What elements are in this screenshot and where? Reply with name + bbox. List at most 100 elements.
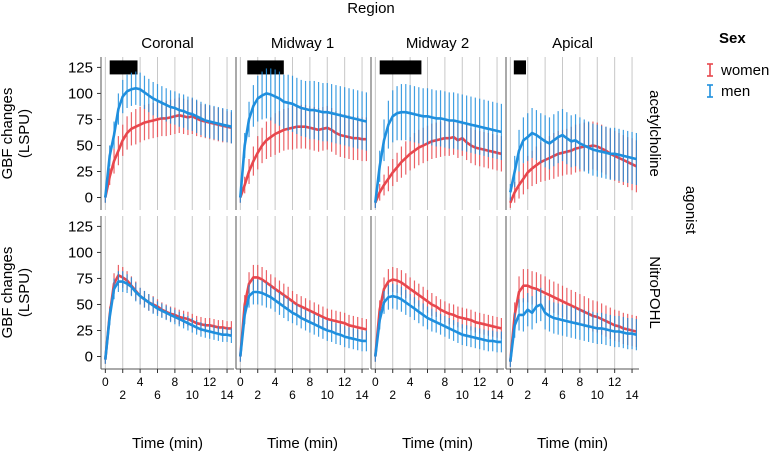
x-tick-label: 12 — [608, 375, 622, 389]
x-tick-label: 10 — [456, 388, 470, 402]
x-tick-label: 4 — [137, 375, 144, 389]
series-men — [374, 84, 502, 208]
x-axis-title: Time (min) — [267, 435, 338, 452]
line-women — [239, 125, 367, 198]
line-women — [239, 276, 367, 357]
x-axis-coronal: 0 4 8 12 2 6 10 14 Time (min) — [101, 368, 234, 452]
line-women — [374, 278, 502, 357]
line-men — [509, 303, 637, 362]
series-men — [104, 271, 232, 364]
x-tick-label: 8 — [442, 375, 449, 389]
stimulus-bar — [379, 60, 422, 75]
series-men — [509, 108, 637, 201]
line-women — [509, 144, 637, 204]
x-tick-label: 8 — [172, 375, 179, 389]
x-tick-label: 4 — [542, 375, 549, 389]
x-axis-title: Time (min) — [132, 435, 203, 452]
y-tick-label: 125 — [68, 218, 93, 235]
series-men — [239, 68, 367, 203]
line-women — [509, 284, 637, 362]
row-label-nitropohl: NitroPOHL — [646, 256, 663, 329]
stimulus-bar — [109, 60, 138, 75]
x-tick-label: 10 — [591, 388, 605, 402]
y-tick-label: 75 — [76, 270, 93, 287]
x-tick-label: 14 — [355, 388, 369, 402]
panel-midway-2-nitropohl — [370, 216, 504, 369]
legend-label-women: women — [720, 62, 769, 79]
column-label-midway-1: Midway 1 — [271, 35, 334, 52]
x-tick-label: 8 — [307, 375, 314, 389]
y-tick-label: 125 — [68, 59, 93, 76]
x-tick-label: 12 — [203, 375, 217, 389]
series-men — [374, 283, 502, 362]
legend: Sex women men — [707, 30, 769, 100]
stimulus-bar — [513, 60, 526, 75]
x-tick-label: 2 — [524, 388, 531, 402]
line-men — [104, 280, 232, 360]
y-tick-label: 50 — [76, 137, 93, 154]
y-tick-label: 100 — [68, 244, 93, 261]
line-men — [239, 92, 367, 198]
panel-coronal-nitropohl — [100, 216, 234, 369]
panel-midway-2-acetylcholine — [370, 57, 504, 210]
x-tick-label: 10 — [321, 388, 335, 402]
x-tick-label: 6 — [424, 388, 431, 402]
x-tick-label: 6 — [289, 388, 296, 402]
x-tick-label: 14 — [220, 388, 234, 402]
panel-apical-acetylcholine — [505, 57, 639, 210]
y-tick-label: 50 — [76, 296, 93, 313]
x-tick-label: 8 — [577, 375, 584, 389]
x-tick-label: 10 — [186, 388, 200, 402]
y-tick-label: 75 — [76, 111, 93, 128]
panel-apical-nitropohl — [505, 216, 639, 369]
x-tick-label: 2 — [389, 388, 396, 402]
line-men — [104, 86, 232, 198]
column-label-coronal: Coronal — [141, 35, 194, 52]
x-tick-label: 4 — [407, 375, 414, 389]
column-label-apical: Apical — [552, 35, 593, 52]
x-tick-label: 12 — [473, 375, 487, 389]
row-facet-title: agonist — [682, 186, 699, 235]
legend-entry-women: women — [707, 62, 769, 79]
line-men — [509, 131, 637, 193]
series-men — [104, 71, 232, 203]
panel-midway-1-acetylcholine — [235, 57, 369, 210]
stimulus-bar — [247, 60, 284, 75]
x-tick-label: 14 — [490, 388, 504, 402]
x-tick-label: 4 — [272, 375, 279, 389]
panel-background — [101, 216, 234, 369]
y-axis-title: GBF changes(LSPU) — [0, 88, 33, 180]
y-tick-label: 25 — [76, 163, 93, 180]
y-tick-label: 25 — [76, 322, 93, 339]
x-tick-label: 0 — [372, 375, 379, 389]
legend-label-men: men — [721, 83, 750, 100]
x-tick-label: 0 — [102, 375, 109, 389]
panel-midway-1-nitropohl — [235, 216, 369, 369]
legend-items: women men — [707, 62, 769, 100]
x-tick-label: 6 — [559, 388, 566, 402]
y-tick-label: 100 — [68, 85, 93, 102]
x-axis-midway-1: 0 4 8 12 2 6 10 14 Time (min) — [236, 368, 369, 452]
x-tick-label: 0 — [237, 375, 244, 389]
x-tick-label: 12 — [338, 375, 352, 389]
panels-layer: Coronal Midway 1 Midway 2 Apical acetylcholi… — [0, 35, 663, 452]
legend-entry-men: men — [707, 83, 750, 100]
x-tick-label: 14 — [625, 388, 639, 402]
series-men — [239, 279, 367, 362]
line-women — [374, 135, 502, 204]
line-men — [374, 294, 502, 357]
panel-coronal-acetylcholine — [100, 57, 234, 210]
x-axis-title: Time (min) — [402, 435, 473, 452]
row-label-acetylcholine: acetylcholine — [646, 90, 663, 177]
x-tick-label: 2 — [119, 388, 126, 402]
series-men — [509, 287, 637, 367]
legend-title: Sex — [719, 30, 746, 47]
x-axis-midway-2: 0 4 8 12 2 6 10 14 Time (min) — [371, 368, 504, 452]
x-tick-label: 0 — [507, 375, 514, 389]
x-tick-label: 6 — [154, 388, 161, 402]
x-axis-title: Time (min) — [537, 435, 608, 452]
x-tick-label: 2 — [254, 388, 261, 402]
y-tick-label: 0 — [85, 349, 93, 366]
column-label-midway-2: Midway 2 — [406, 35, 469, 52]
